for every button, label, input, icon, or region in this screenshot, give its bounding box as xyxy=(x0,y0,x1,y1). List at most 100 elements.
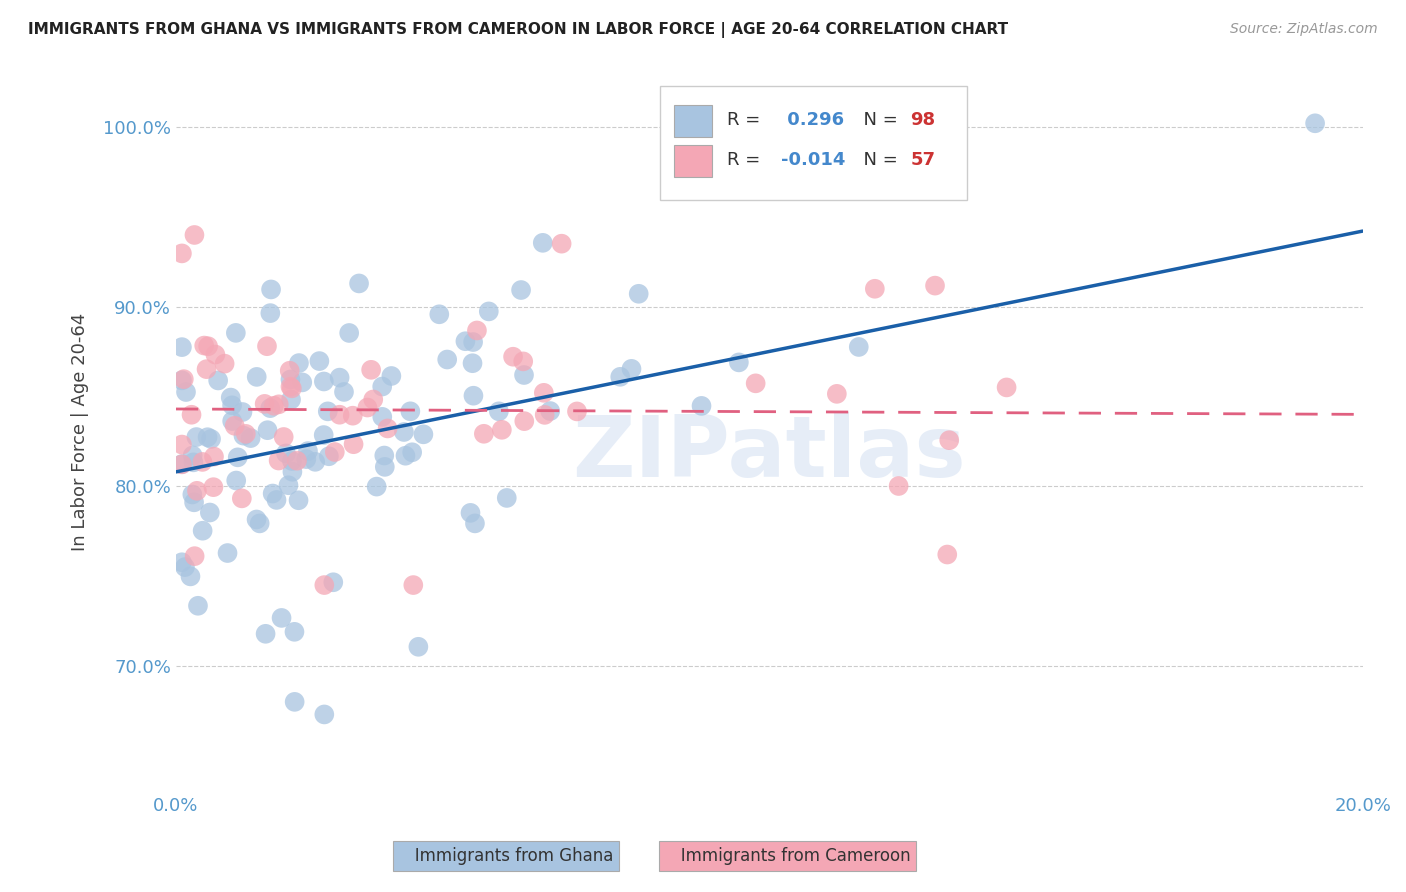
Point xyxy=(193,338,215,352)
Point xyxy=(239,431,262,445)
Point xyxy=(744,376,766,391)
Point xyxy=(620,362,643,376)
Point xyxy=(280,379,302,393)
Point xyxy=(256,423,278,437)
Point xyxy=(399,404,422,418)
Point xyxy=(263,399,285,413)
Point xyxy=(183,495,205,509)
Point xyxy=(267,397,290,411)
Point xyxy=(259,401,281,416)
Point xyxy=(235,426,257,441)
Point xyxy=(170,458,193,472)
Text: Immigrants from Ghana: Immigrants from Ghana xyxy=(399,847,613,865)
Point xyxy=(550,236,572,251)
Point xyxy=(245,512,267,526)
Point xyxy=(180,408,202,422)
Point xyxy=(225,326,247,340)
Point xyxy=(224,418,246,433)
Point xyxy=(342,437,364,451)
Point xyxy=(174,384,197,399)
Point xyxy=(291,376,314,390)
Point xyxy=(513,414,536,428)
Point xyxy=(329,408,352,422)
Point xyxy=(280,392,302,407)
Point xyxy=(170,437,193,451)
Point xyxy=(254,627,277,641)
Point xyxy=(402,578,425,592)
Point xyxy=(259,306,281,320)
Point xyxy=(461,334,484,349)
Point xyxy=(371,409,394,424)
Point xyxy=(191,524,214,538)
Point xyxy=(1303,116,1326,130)
Point xyxy=(197,339,219,353)
FancyBboxPatch shape xyxy=(659,86,967,200)
Point xyxy=(198,506,221,520)
Text: ZIPatlas: ZIPatlas xyxy=(572,412,966,495)
Text: R =: R = xyxy=(727,112,765,129)
Point xyxy=(472,426,495,441)
Point xyxy=(287,493,309,508)
Point xyxy=(173,372,195,386)
Point xyxy=(277,478,299,492)
Point xyxy=(246,370,269,384)
Point xyxy=(478,304,501,318)
Point xyxy=(513,368,536,382)
Point xyxy=(281,454,304,468)
Point xyxy=(361,392,384,407)
Point xyxy=(170,246,193,260)
Point xyxy=(627,286,650,301)
Point xyxy=(295,452,318,467)
Point xyxy=(347,277,370,291)
Text: N =: N = xyxy=(852,152,904,169)
Point xyxy=(436,352,458,367)
Point xyxy=(170,555,193,569)
Point xyxy=(887,479,910,493)
Text: 57: 57 xyxy=(911,152,935,169)
Point xyxy=(374,459,396,474)
Point xyxy=(283,624,305,639)
Point xyxy=(464,516,486,531)
Point xyxy=(217,546,239,560)
Point xyxy=(273,430,295,444)
Point xyxy=(207,374,229,388)
Point xyxy=(531,235,554,250)
Text: 98: 98 xyxy=(911,112,935,129)
Point xyxy=(197,430,219,444)
Point xyxy=(329,370,352,384)
Point xyxy=(297,444,319,458)
Point xyxy=(538,404,561,418)
Point xyxy=(260,282,283,296)
Y-axis label: In Labor Force | Age 20-64: In Labor Force | Age 20-64 xyxy=(72,313,89,551)
Point xyxy=(533,385,555,400)
Point xyxy=(191,455,214,469)
Point xyxy=(938,434,960,448)
Point xyxy=(392,425,415,439)
Point xyxy=(253,397,276,411)
Point xyxy=(170,340,193,354)
Point xyxy=(202,450,225,464)
Point xyxy=(360,363,382,377)
Point xyxy=(270,611,292,625)
Point xyxy=(488,404,510,418)
Point xyxy=(825,387,848,401)
Point xyxy=(284,695,307,709)
Point xyxy=(174,560,197,574)
Point xyxy=(936,548,959,562)
Text: N =: N = xyxy=(852,112,904,129)
Point xyxy=(214,357,236,371)
Point xyxy=(533,408,555,422)
Point xyxy=(995,380,1018,394)
Point xyxy=(322,575,344,590)
Point xyxy=(454,334,477,349)
Point xyxy=(491,423,513,437)
Point xyxy=(186,430,208,444)
Point xyxy=(225,474,247,488)
Point xyxy=(316,404,339,418)
Point xyxy=(318,450,340,464)
Text: Source: ZipAtlas.com: Source: ZipAtlas.com xyxy=(1230,22,1378,37)
Point xyxy=(427,307,450,321)
Point xyxy=(249,516,271,531)
Text: 0.296: 0.296 xyxy=(782,112,844,129)
Point xyxy=(924,278,946,293)
